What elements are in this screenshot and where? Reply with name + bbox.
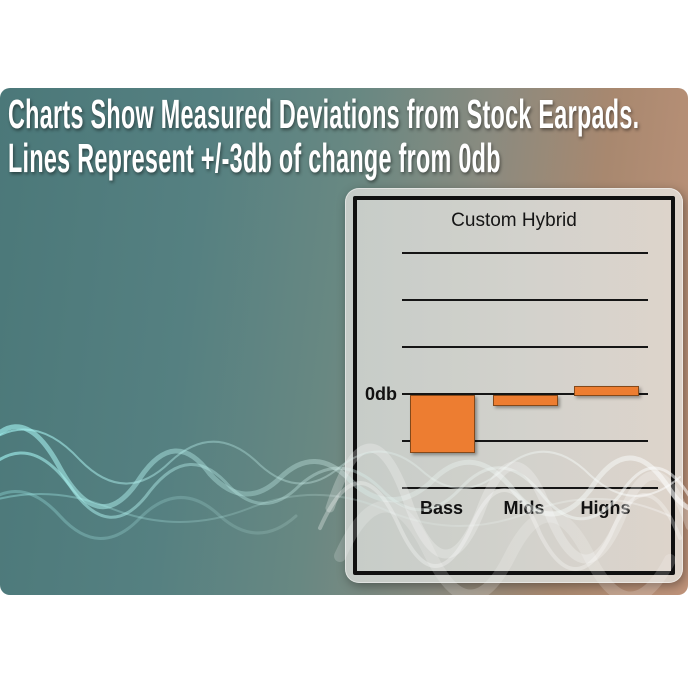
chart-plot: 0db Bass Mids Highs xyxy=(345,188,683,583)
bar-bass xyxy=(410,395,475,454)
gridline xyxy=(402,487,658,489)
chart-panel-border xyxy=(353,196,675,575)
chart-panel: Custom Hybrid 0db Bass Mids Highs xyxy=(345,188,683,583)
heading-line-1: Charts Show Measured Deviations from Sto… xyxy=(8,91,640,137)
category-label-mids: Mids xyxy=(503,498,545,518)
baseline-gridline-0db xyxy=(402,393,648,395)
slide-heading: Charts Show Measured Deviations from Sto… xyxy=(8,92,688,180)
wave-ribbon xyxy=(0,490,298,540)
chart-title: Custom Hybrid xyxy=(451,210,577,231)
gridline xyxy=(402,346,648,348)
bar-highs xyxy=(574,386,639,396)
slide-background: Charts Show Measured Deviations from Sto… xyxy=(0,88,688,595)
category-label-bass: Bass xyxy=(419,498,464,518)
bar-mids xyxy=(492,395,558,407)
category-label-highs: Highs xyxy=(580,498,631,518)
gridline xyxy=(402,252,648,254)
heading-line-2: Lines Represent +/-3db of change from 0d… xyxy=(8,135,501,181)
gridline xyxy=(402,299,648,301)
baseline-label: 0db xyxy=(364,384,397,404)
